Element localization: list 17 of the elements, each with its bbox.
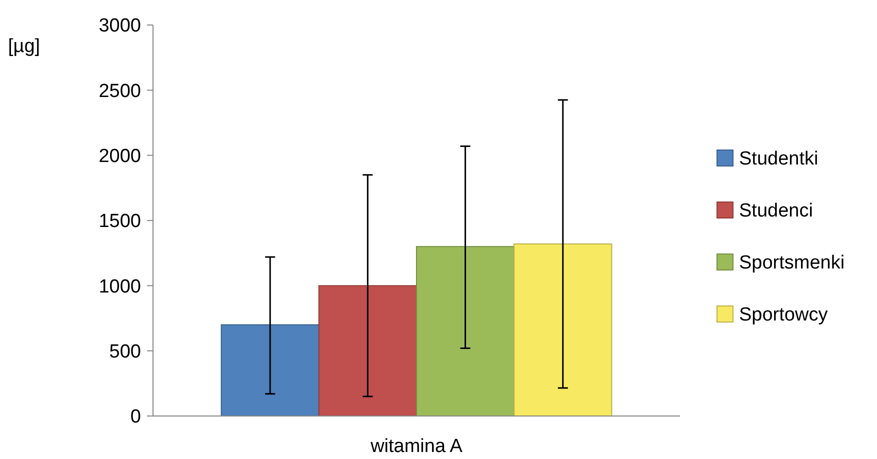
y-tick-label: 2000 [98, 146, 141, 167]
x-tick-label: witamina A [370, 436, 463, 457]
legend-label: Studenci [739, 200, 813, 222]
y-tick-label: 500 [109, 341, 141, 362]
bar [318, 285, 417, 416]
y-tick-label: 1500 [98, 211, 141, 232]
legend-label: Studentki [739, 148, 818, 170]
legend-label: Sportowcy [739, 304, 828, 326]
legend-label: Sportsmenki [739, 252, 845, 274]
y-tick-label: 2500 [98, 80, 141, 102]
bar [416, 246, 515, 416]
y-tick-label: 0 [130, 406, 141, 428]
bar [514, 243, 612, 416]
y-tick-label: 1000 [98, 276, 141, 298]
y-tick-label: 3000 [98, 16, 141, 37]
y-axis-title: [µg] [8, 36, 40, 57]
bar [220, 324, 320, 416]
